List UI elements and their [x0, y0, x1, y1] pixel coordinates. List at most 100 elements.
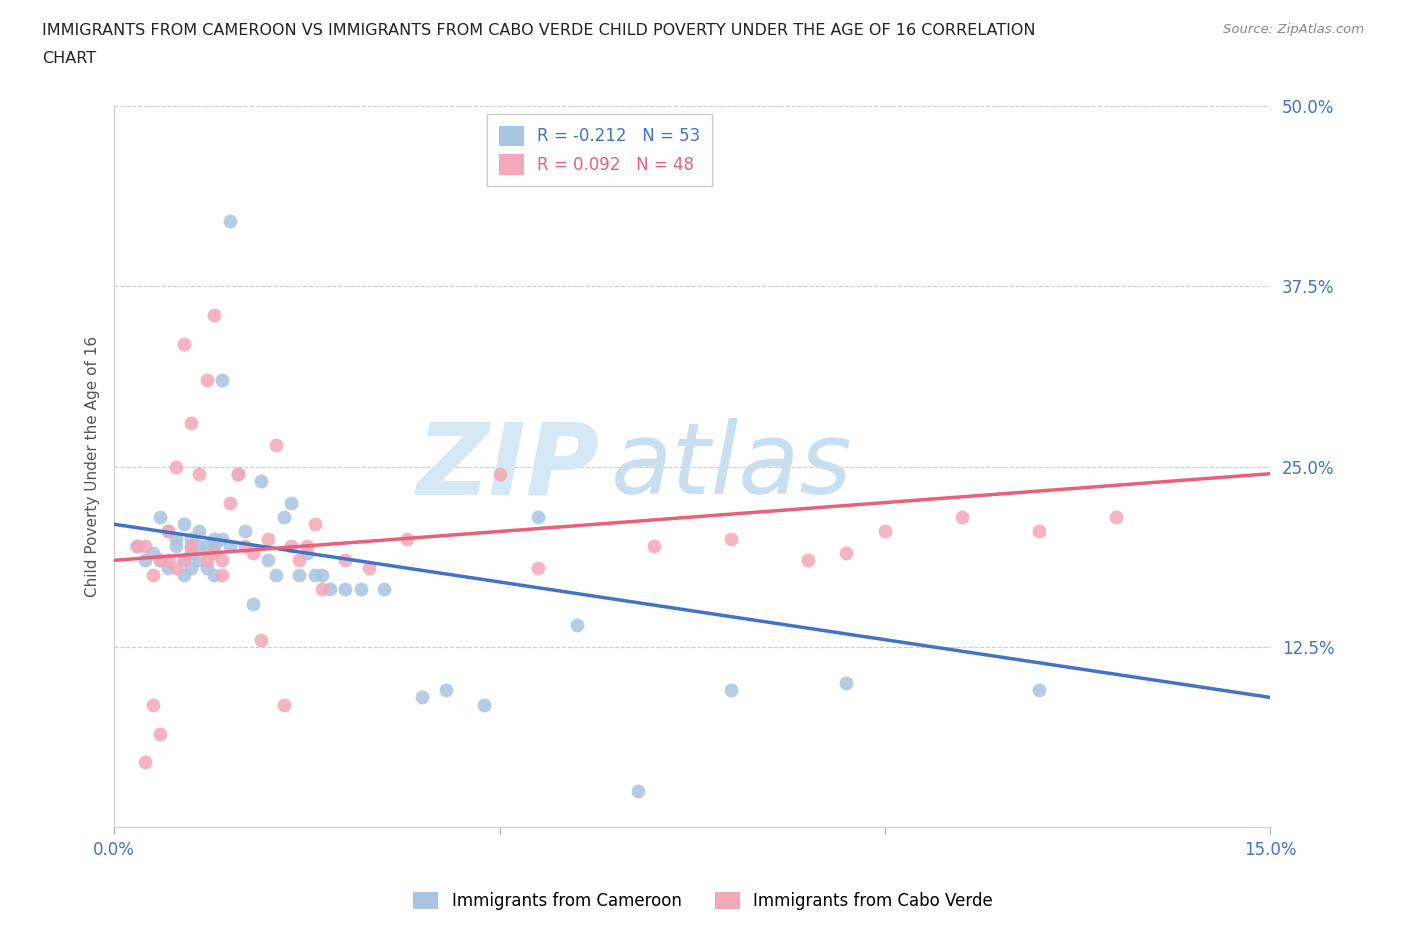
Text: Source: ZipAtlas.com: Source: ZipAtlas.com	[1223, 23, 1364, 36]
Point	[165, 560, 187, 575]
Point	[195, 538, 218, 553]
Point	[226, 466, 249, 481]
Point	[218, 538, 240, 553]
Point	[273, 510, 295, 525]
Point	[157, 524, 180, 538]
Point	[264, 567, 287, 582]
Point	[127, 538, 149, 553]
Point	[472, 698, 495, 712]
Point	[180, 546, 202, 561]
Point	[195, 560, 218, 575]
Point	[202, 538, 225, 553]
Legend: Immigrants from Cameroon, Immigrants from Cabo Verde: Immigrants from Cameroon, Immigrants fro…	[406, 885, 1000, 917]
Point	[188, 466, 211, 481]
Point	[873, 524, 896, 538]
Point	[488, 466, 510, 481]
Point	[373, 582, 395, 597]
Point	[335, 552, 357, 567]
Point	[202, 531, 225, 546]
Point	[335, 582, 357, 597]
Point	[1028, 524, 1050, 538]
Point	[142, 546, 165, 561]
Text: IMMIGRANTS FROM CAMEROON VS IMMIGRANTS FROM CABO VERDE CHILD POVERTY UNDER THE A: IMMIGRANTS FROM CAMEROON VS IMMIGRANTS F…	[42, 23, 1036, 38]
Text: atlas: atlas	[612, 418, 853, 515]
Point	[180, 531, 202, 546]
Point	[211, 567, 233, 582]
Point	[142, 698, 165, 712]
Point	[149, 552, 172, 567]
Point	[149, 510, 172, 525]
Point	[311, 567, 333, 582]
Point	[304, 517, 326, 532]
Point	[157, 524, 180, 538]
Point	[180, 538, 202, 553]
Point	[264, 437, 287, 452]
Point	[720, 531, 742, 546]
Point	[226, 466, 249, 481]
Text: CHART: CHART	[42, 51, 96, 66]
Point	[157, 560, 180, 575]
Point	[188, 538, 211, 553]
Point	[195, 552, 218, 567]
Point	[173, 552, 195, 567]
Point	[280, 538, 302, 553]
Point	[288, 552, 311, 567]
Point	[202, 567, 225, 582]
Point	[527, 510, 550, 525]
Point	[797, 552, 820, 567]
Point	[211, 531, 233, 546]
Point	[142, 567, 165, 582]
Point	[527, 560, 550, 575]
Point	[643, 538, 665, 553]
Point	[173, 567, 195, 582]
Point	[188, 524, 211, 538]
Point	[357, 560, 380, 575]
Point	[165, 459, 187, 474]
Point	[188, 552, 211, 567]
Point	[242, 596, 264, 611]
Point	[311, 582, 333, 597]
Point	[218, 214, 240, 229]
Point	[273, 698, 295, 712]
Y-axis label: Child Poverty Under the Age of 16: Child Poverty Under the Age of 16	[86, 336, 100, 597]
Point	[257, 531, 280, 546]
Point	[565, 618, 588, 632]
Point	[149, 726, 172, 741]
Point	[180, 560, 202, 575]
Point	[165, 531, 187, 546]
Point	[211, 373, 233, 388]
Point	[233, 538, 256, 553]
Text: ZIP: ZIP	[416, 418, 600, 515]
Legend: R = -0.212   N = 53, R = 0.092   N = 48: R = -0.212 N = 53, R = 0.092 N = 48	[488, 114, 713, 186]
Point	[173, 337, 195, 352]
Point	[288, 567, 311, 582]
Point	[295, 546, 318, 561]
Point	[134, 552, 156, 567]
Point	[627, 784, 650, 799]
Point	[218, 495, 240, 510]
Point	[434, 683, 457, 698]
Point	[165, 538, 187, 553]
Point	[396, 531, 419, 546]
Point	[350, 582, 373, 597]
Point	[249, 632, 271, 647]
Point	[950, 510, 973, 525]
Point	[1105, 510, 1128, 525]
Point	[1028, 683, 1050, 698]
Point	[173, 552, 195, 567]
Point	[195, 373, 218, 388]
Point	[134, 755, 156, 770]
Point	[835, 675, 858, 690]
Point	[149, 552, 172, 567]
Point	[295, 538, 318, 553]
Point	[720, 683, 742, 698]
Point	[233, 524, 256, 538]
Point	[280, 495, 302, 510]
Point	[249, 473, 271, 488]
Point	[180, 416, 202, 431]
Point	[304, 567, 326, 582]
Point	[134, 538, 156, 553]
Point	[202, 308, 225, 323]
Point	[127, 538, 149, 553]
Point	[319, 582, 342, 597]
